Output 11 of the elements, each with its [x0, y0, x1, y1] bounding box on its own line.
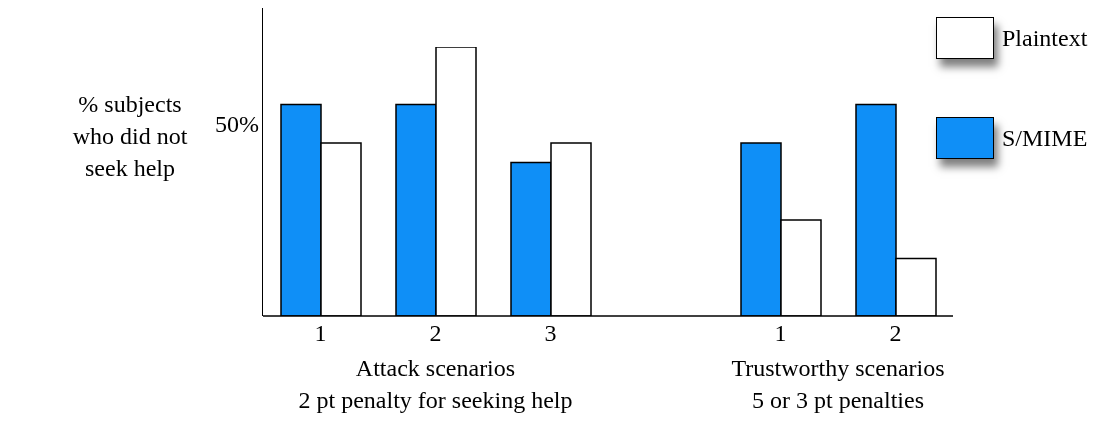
text: Trustworthy scenarios 5 or 3 pt penalties	[730, 354, 946, 415]
text: Attack scenarios 2 pt penalty for seeking help	[297, 354, 574, 415]
x-tick-label: 3	[544, 320, 557, 347]
x-tick-label: 1	[774, 320, 787, 347]
x-tick-label: 2	[429, 320, 442, 347]
x-tick-label: 2	[889, 320, 902, 347]
legend-label: Plaintext	[1002, 24, 1088, 52]
x-tick-label: 1	[314, 320, 327, 347]
y-axis-title: % subjects who did not seek help	[71, 90, 189, 183]
legend-label: S/MIME	[1002, 124, 1088, 152]
text: 50%	[215, 109, 259, 139]
